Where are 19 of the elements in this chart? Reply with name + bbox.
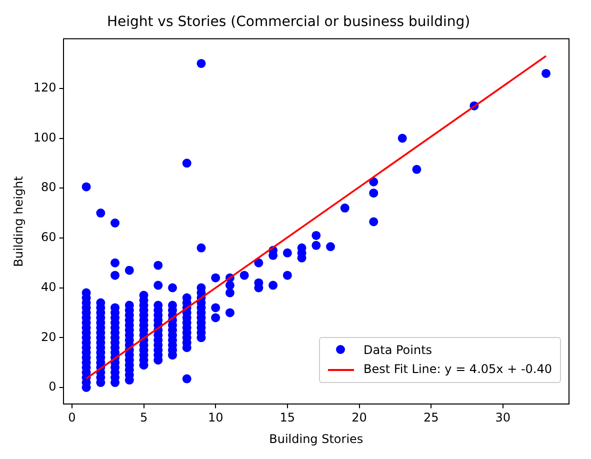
x-tick-label: 25: [423, 410, 439, 425]
x-axis-title: Building Stories: [269, 432, 364, 446]
chart-title: Height vs Stories (Commercial or business building): [106, 14, 470, 30]
y-tick-label: 60: [41, 230, 56, 244]
y-axis-title: Building height: [11, 176, 26, 267]
x-tick-label: 30: [495, 410, 511, 425]
legend-label: Data Points: [364, 343, 432, 357]
x-tick-label: 5: [140, 410, 148, 425]
legend-label: Best Fit Line: y = 4.05x + -0.40: [364, 362, 552, 376]
y-tick-label: 80: [41, 180, 56, 194]
y-tick-label: 40: [41, 280, 56, 294]
y-tick-label: 100: [33, 130, 56, 144]
y-tick-label: 0: [48, 380, 56, 394]
y-tick-label: 20: [41, 330, 56, 344]
x-tick-label: 0: [68, 410, 76, 425]
x-tick-label: 20: [352, 410, 367, 425]
x-tick-label: 10: [208, 410, 224, 425]
y-tick-label: 120: [33, 80, 56, 95]
x-tick-label: 15: [280, 410, 296, 425]
